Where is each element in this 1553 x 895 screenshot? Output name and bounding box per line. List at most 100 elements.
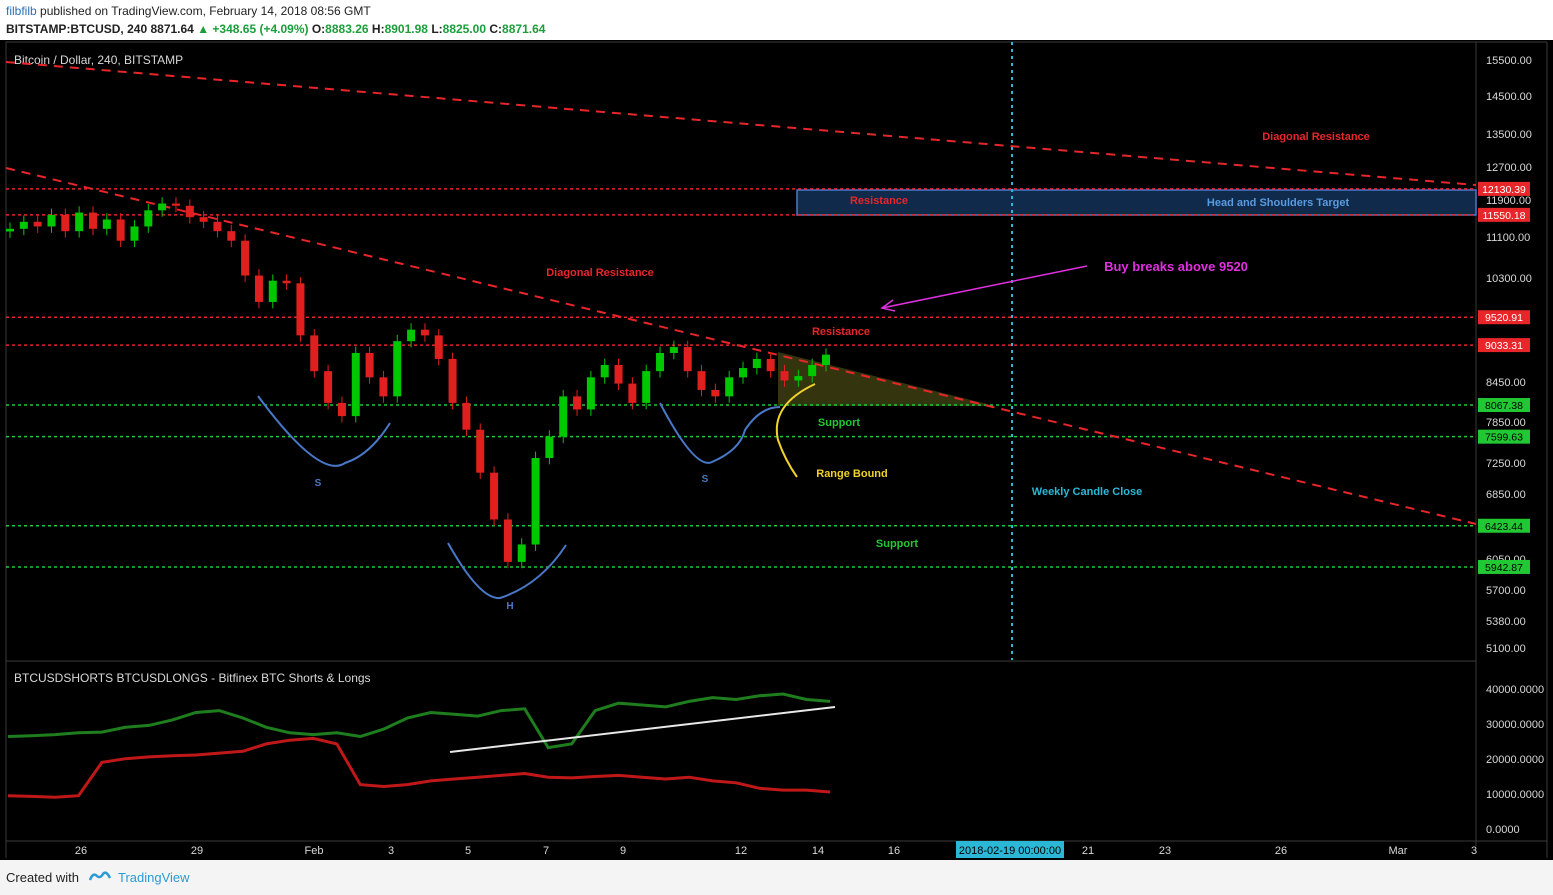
y-tick: 15500.00 xyxy=(1486,55,1532,67)
level-price-badge xyxy=(1478,559,1530,574)
candle-body xyxy=(531,457,540,545)
x-tick: 3 xyxy=(1471,845,1477,857)
ind-y-tick: 30000.0000 xyxy=(1486,719,1544,731)
level-price-label: 5942.87 xyxy=(1485,562,1523,574)
indicator-lines xyxy=(7,692,831,799)
support-label-lower: Support xyxy=(876,538,918,550)
x-tick: Feb xyxy=(305,845,324,857)
high-label: H: xyxy=(371,22,385,36)
head-label: H xyxy=(506,601,513,612)
candle-body xyxy=(462,402,471,430)
diagonal-resistance-lower[interactable] xyxy=(5,167,1477,525)
tradingview-link[interactable]: TradingView xyxy=(118,870,190,885)
candle-body xyxy=(33,221,42,227)
y-tick: 12700.00 xyxy=(1486,162,1532,174)
y-tick: 7850.00 xyxy=(1486,417,1526,429)
candle-body xyxy=(420,329,429,336)
candle-body xyxy=(365,352,374,378)
candle-body xyxy=(116,219,125,241)
author-link[interactable]: filbfilb xyxy=(6,4,37,18)
candle-body xyxy=(199,217,208,222)
shorts-line[interactable] xyxy=(7,736,831,799)
candles xyxy=(6,197,830,569)
chart-background xyxy=(0,40,1553,860)
price-chart[interactable]: Bitcoin / Dollar, 240, BITSTAMP BTCUSDSH… xyxy=(0,40,1553,860)
y-tick: 14500.00 xyxy=(1486,91,1532,103)
candle-body xyxy=(130,226,139,241)
candle-body xyxy=(351,352,360,417)
hs-target-box[interactable] xyxy=(796,189,1477,216)
candle-body xyxy=(808,365,817,377)
ind-y-tick: 10000.0000 xyxy=(1486,789,1544,801)
candle-body xyxy=(766,358,775,372)
level-price-label: 9033.31 xyxy=(1485,340,1523,352)
close-value: 8871.64 xyxy=(502,22,546,36)
range-bound-curve xyxy=(775,383,816,478)
candle-body xyxy=(75,212,84,232)
candle-body xyxy=(254,275,263,302)
candle-body xyxy=(752,358,761,369)
level-price-badge xyxy=(1478,207,1530,222)
candle-body xyxy=(503,519,512,562)
diagonal-resistance-upper[interactable] xyxy=(5,61,1477,186)
range-triangle xyxy=(778,352,995,406)
ind-y-tick: 20000.0000 xyxy=(1486,754,1544,766)
buy-arrow-line xyxy=(881,265,1088,309)
candle-body xyxy=(213,221,222,232)
last-price: 8871.64 xyxy=(150,22,194,36)
diagonal-resistance-label-lower: Diagonal Resistance xyxy=(546,267,654,279)
y-tick: 8450.00 xyxy=(1486,377,1526,389)
y-tick: 7250.00 xyxy=(1486,458,1526,470)
candle-body xyxy=(545,436,554,458)
candle-body xyxy=(47,214,56,227)
candle-body xyxy=(628,383,637,403)
candle-body xyxy=(324,371,333,403)
hs-target-label: Head and Shoulders Target xyxy=(1207,197,1350,209)
level-price-badge xyxy=(1478,310,1530,325)
y-tick: 5100.00 xyxy=(1486,643,1526,655)
candle-body xyxy=(476,429,485,473)
level-price-label: 6423.44 xyxy=(1485,521,1523,533)
range-bound-label: Range Bound xyxy=(816,468,888,480)
longs-trendline[interactable] xyxy=(449,706,836,753)
ohlc-line: BITSTAMP:BTCUSD, 240 8871.64 ▲ +348.65 (… xyxy=(6,22,545,36)
candle-body xyxy=(102,219,111,229)
candle-body xyxy=(697,371,706,390)
candle-body xyxy=(490,472,499,520)
high-value: 8901.98 xyxy=(384,22,428,36)
price-axis: 15500.00 14500.00 13500.00 12700.00 1190… xyxy=(1486,55,1532,655)
x-tick: 3 xyxy=(388,845,394,857)
candle-body xyxy=(600,365,609,378)
buy-annotation: Buy breaks above 9520 xyxy=(1104,259,1248,274)
level-price-badge xyxy=(1478,398,1530,413)
right-shoulder-curve xyxy=(659,402,781,464)
x-tick: 7 xyxy=(543,845,549,857)
candle-body xyxy=(61,214,70,232)
chart-header: filbfilb published on TradingView.com, F… xyxy=(0,0,1553,40)
candle-body xyxy=(656,352,665,372)
resistance-box-label: Resistance xyxy=(850,195,908,207)
candle-body xyxy=(241,240,250,276)
candle-body xyxy=(586,377,595,410)
x-tick: 5 xyxy=(465,845,471,857)
x-tick: 26 xyxy=(75,845,87,857)
y-tick: 5700.00 xyxy=(1486,585,1526,597)
left-shoulder-label: S xyxy=(315,478,322,489)
candle-body xyxy=(822,354,830,366)
level-price-label: 11550.18 xyxy=(1482,210,1525,222)
candle-body xyxy=(268,280,277,302)
candle-body xyxy=(144,210,153,227)
low-label: L: xyxy=(431,22,443,36)
candle-body xyxy=(683,347,692,372)
publish-line: filbfilb published on TradingView.com, F… xyxy=(6,4,371,18)
candle-body xyxy=(559,396,568,437)
candle-body xyxy=(448,358,457,403)
candle-body xyxy=(19,221,28,229)
longs-line[interactable] xyxy=(7,692,831,750)
time-axis: 26 29 Feb 3 5 7 9 12 14 16 21 23 26 Mar … xyxy=(75,845,1477,857)
candle-body xyxy=(739,368,748,378)
x-tick: 9 xyxy=(620,845,626,857)
ind-y-tick: 40000.0000 xyxy=(1486,684,1544,696)
footer: Created with TradingView xyxy=(0,860,1553,895)
candle-body xyxy=(614,365,623,384)
